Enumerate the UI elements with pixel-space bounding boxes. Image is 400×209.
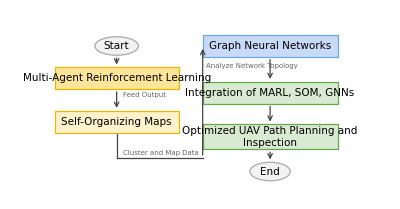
FancyBboxPatch shape (203, 82, 338, 103)
Text: End: End (260, 167, 280, 177)
FancyBboxPatch shape (203, 124, 338, 149)
Text: Cluster and Map Data: Cluster and Map Data (123, 150, 198, 156)
FancyBboxPatch shape (203, 35, 338, 57)
Text: Multi-Agent Reinforcement Learning: Multi-Agent Reinforcement Learning (22, 73, 211, 83)
Text: Self-Organizing Maps: Self-Organizing Maps (61, 117, 172, 127)
Text: Optimized UAV Path Planning and
Inspection: Optimized UAV Path Planning and Inspecti… (182, 126, 358, 148)
Text: Feed Output: Feed Output (123, 92, 166, 98)
Ellipse shape (95, 37, 138, 55)
Text: Analyze Network Topology: Analyze Network Topology (206, 62, 298, 69)
FancyBboxPatch shape (55, 67, 179, 89)
Text: Graph Neural Networks: Graph Neural Networks (209, 41, 331, 51)
FancyBboxPatch shape (55, 111, 179, 133)
Text: Start: Start (104, 41, 130, 51)
Ellipse shape (250, 162, 290, 181)
Text: Integration of MARL, SOM, GNNs: Integration of MARL, SOM, GNNs (186, 88, 355, 98)
